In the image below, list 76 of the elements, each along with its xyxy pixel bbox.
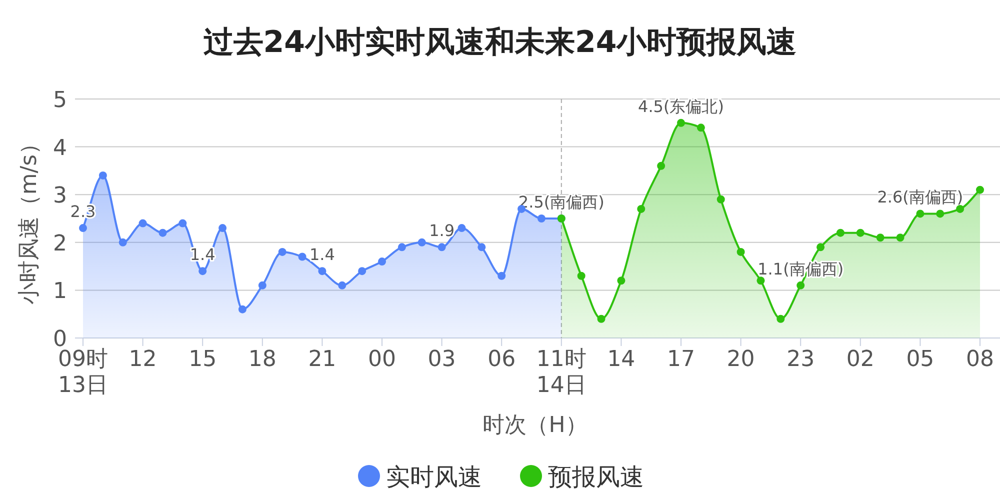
point [318, 267, 326, 276]
point [696, 124, 705, 132]
point [776, 314, 785, 323]
y-axis-title: 小时风速（m/s） [17, 132, 42, 305]
x-tick-label: 18 [248, 347, 276, 372]
point [597, 314, 606, 323]
point [218, 224, 227, 232]
x-tick-label: 17 [667, 347, 695, 372]
point [198, 267, 207, 276]
legend-label: 实时风速 [386, 463, 482, 491]
point [438, 243, 446, 252]
point [118, 238, 127, 246]
y-tick-label: 3 [53, 184, 67, 209]
x-tick-label: 08 [966, 347, 994, 372]
data-label: 1.9 [429, 221, 455, 240]
x-tick-label: 05 [906, 347, 934, 372]
x-tick-label: 21 [308, 347, 336, 372]
point [278, 248, 286, 256]
point [896, 234, 904, 242]
x-tick-label: 03 [428, 347, 456, 372]
point [258, 281, 266, 290]
point [178, 219, 187, 228]
x-axis-title: 时次（H） [482, 413, 588, 438]
x-tick-label: 00 [368, 347, 396, 372]
point [358, 267, 366, 276]
point [138, 219, 147, 228]
point [976, 186, 984, 194]
x-tick-label: 14 [607, 347, 636, 372]
point [756, 276, 765, 285]
chart-title: 过去24小时实时风速和未来24小时预报风速 [203, 25, 797, 60]
point [637, 204, 646, 213]
point [617, 276, 626, 285]
point [936, 210, 944, 218]
x-tick-label: 15 [188, 347, 217, 372]
point [736, 248, 745, 256]
x-tick-label: 02 [846, 347, 874, 372]
data-label: 2.6(南偏西) [877, 188, 964, 207]
point [338, 281, 346, 290]
data-label: 1.4 [309, 245, 335, 264]
point [79, 224, 87, 232]
point [158, 228, 167, 237]
point [378, 258, 386, 266]
point [298, 252, 306, 261]
y-tick-label: 1 [53, 279, 67, 304]
point [677, 118, 685, 127]
point [856, 228, 864, 237]
point [398, 243, 406, 252]
x-tick-label: 20 [726, 347, 755, 372]
y-tick-label: 4 [53, 136, 67, 161]
legend-预报风速: 预报风速 [520, 463, 644, 491]
point [478, 243, 486, 252]
legend-label: 预报风速 [548, 463, 644, 491]
point [836, 228, 844, 237]
x-tick-label: 09时 13日 [58, 347, 108, 398]
point [537, 214, 546, 222]
point [916, 210, 924, 218]
y-tick-label: 2 [53, 231, 67, 256]
x-tick-label: 12 [128, 347, 157, 372]
data-label: 4.5(东偏北) [638, 96, 724, 116]
point [716, 195, 725, 204]
point [876, 234, 884, 242]
point [657, 162, 666, 170]
x-tick-label: 06 [488, 347, 516, 372]
x-tick-label: 11时 14日 [536, 347, 586, 398]
y-tick-label: 5 [53, 88, 67, 113]
point [238, 305, 246, 314]
point [458, 224, 466, 232]
point [418, 238, 426, 246]
point [816, 243, 825, 252]
point [98, 171, 107, 180]
x-tick-label: 23 [786, 347, 815, 372]
point [956, 204, 964, 213]
legend-实时风速: 实时风速 [358, 463, 482, 491]
point [796, 281, 805, 290]
point [498, 272, 506, 280]
point [577, 272, 586, 280]
